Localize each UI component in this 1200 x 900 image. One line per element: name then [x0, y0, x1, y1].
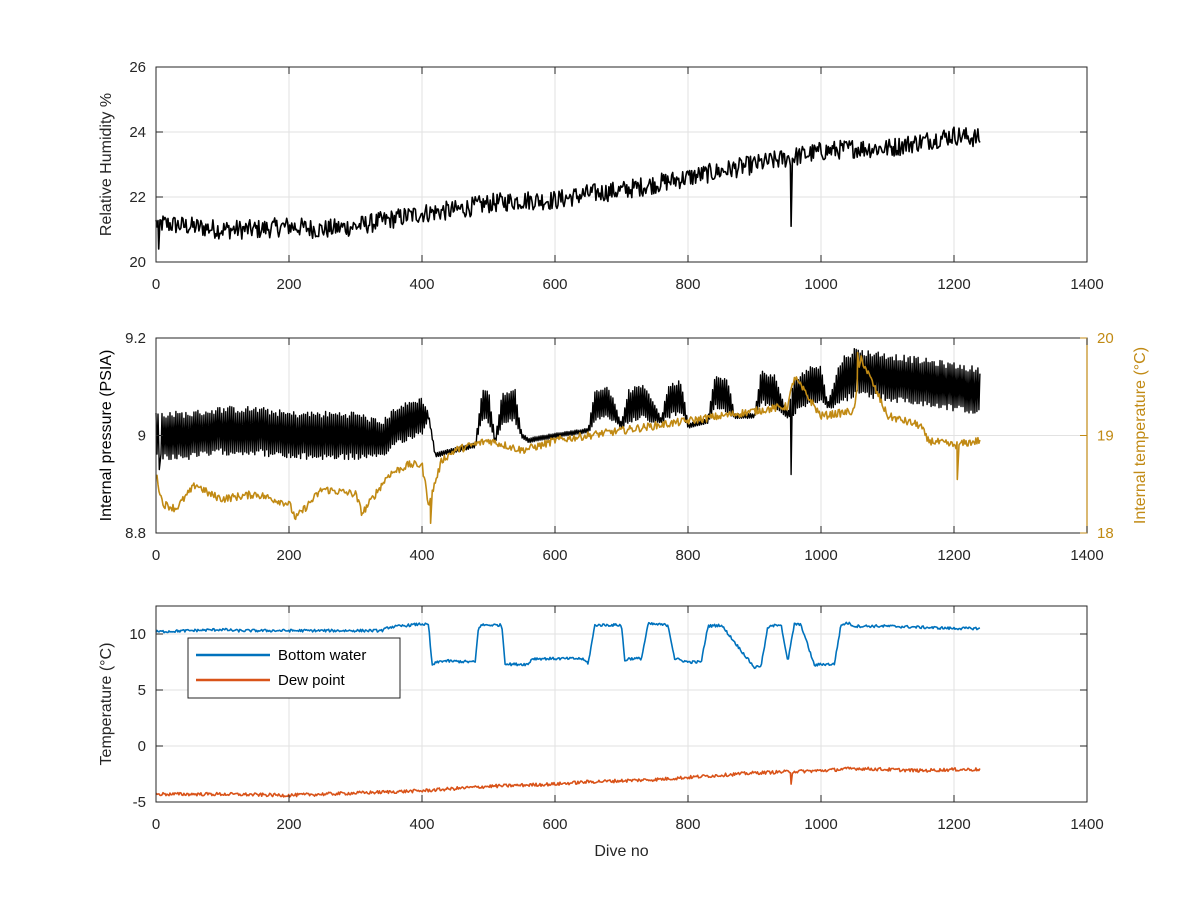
x-tick-label: 0 — [152, 816, 160, 833]
grid-lines — [156, 67, 1087, 262]
x-tick-label: 600 — [542, 547, 567, 564]
y-right-tick-label: 20 — [1097, 330, 1114, 347]
x-tick-label: 400 — [409, 276, 434, 293]
legend-box — [187, 637, 401, 699]
y-right-axis-label: Internal temperature (°C) — [1132, 347, 1149, 524]
x-tick-label: 400 — [409, 816, 434, 833]
legend-label: Bottom water — [278, 647, 366, 664]
y-tick-label: 9.2 — [125, 330, 146, 347]
series-line-2-2 — [155, 351, 981, 524]
series-line-dew-point — [155, 766, 981, 798]
x-axis-label: Dive no — [594, 843, 648, 860]
y-tick-label: 5 — [138, 682, 146, 699]
series-line-bottom-water — [155, 621, 981, 670]
x-tick-label: 1000 — [804, 547, 837, 564]
y-tick-label: 0 — [138, 738, 146, 755]
y-right-tick-label: 18 — [1097, 525, 1114, 542]
y-tick-label: 8.8 — [125, 525, 146, 542]
y-tick-label: 26 — [129, 59, 146, 76]
x-tick-label: 600 — [542, 816, 567, 833]
axes-box — [155, 605, 1088, 803]
chart-panel-1: 0 200 400 600 800 1000 1200 1400 20 22 24 26 Relativ… — [98, 59, 1104, 293]
series-line-1-1 — [155, 126, 981, 250]
y-axis-label: Relative Humidity % — [98, 93, 115, 236]
chart-panel-2: 0 200 400 600 800 1000 1200 1400 8.8 9 9.2 18 19 20 In… — [98, 330, 1149, 564]
series-line-2-1 — [155, 348, 981, 476]
x-tick-label: 1400 — [1070, 816, 1103, 833]
x-tick-label: 200 — [276, 816, 301, 833]
x-tick-label: 400 — [409, 547, 434, 564]
y-tick-label: -5 — [133, 794, 146, 811]
y-tick-label: 9 — [138, 428, 146, 445]
y-right-tick-label: 19 — [1097, 428, 1114, 445]
x-tick-label: 1400 — [1070, 276, 1103, 293]
plot-area — [156, 606, 1087, 802]
x-tick-label: 800 — [675, 547, 700, 564]
y-axis-label: Temperature (°C) — [98, 643, 115, 766]
x-tick-label: 0 — [152, 547, 160, 564]
y-tick-label: 22 — [129, 189, 146, 206]
x-tick-label: 1200 — [937, 547, 970, 564]
x-tick-label: 1400 — [1070, 547, 1103, 564]
x-tick-label: 1000 — [804, 276, 837, 293]
x-tick-label: 800 — [675, 276, 700, 293]
plot-area — [156, 67, 1087, 262]
x-tick-label: 200 — [276, 276, 301, 293]
x-tick-label: 200 — [276, 547, 301, 564]
x-tick-label: 1200 — [937, 276, 970, 293]
x-tick-label: 1200 — [937, 816, 970, 833]
x-tick-label: 1000 — [804, 816, 837, 833]
x-tick-label: 600 — [542, 276, 567, 293]
chart-panel-3: 0 200 400 600 800 1000 1200 1400 -5 0 5 10 Dive no Te… — [98, 605, 1104, 860]
y-tick-label: 20 — [129, 254, 146, 271]
legend-label: Dew point — [278, 672, 346, 689]
y-tick-label: 10 — [129, 626, 146, 643]
y-tick-label: 24 — [129, 124, 146, 141]
x-tick-label: 800 — [675, 816, 700, 833]
y-axis-label: Internal pressure (PSIA) — [98, 350, 115, 522]
x-tick-label: 0 — [152, 276, 160, 293]
axes-box — [155, 66, 1088, 263]
legend: Bottom water Dew point — [187, 637, 401, 699]
